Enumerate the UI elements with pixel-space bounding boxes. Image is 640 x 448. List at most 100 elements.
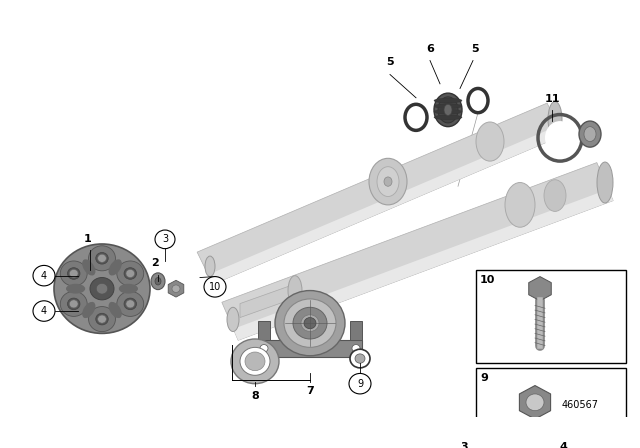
- Circle shape: [90, 277, 114, 300]
- Text: 4: 4: [41, 271, 47, 280]
- Circle shape: [96, 253, 108, 264]
- Circle shape: [304, 318, 316, 329]
- Circle shape: [33, 265, 55, 286]
- Circle shape: [155, 230, 175, 249]
- Text: 5: 5: [471, 44, 479, 54]
- Ellipse shape: [597, 162, 613, 203]
- Text: 460567: 460567: [561, 400, 598, 410]
- Ellipse shape: [579, 121, 601, 147]
- Ellipse shape: [151, 273, 165, 289]
- Text: 11: 11: [544, 94, 560, 104]
- Text: 4: 4: [41, 306, 47, 316]
- Circle shape: [67, 268, 80, 279]
- Ellipse shape: [384, 177, 392, 186]
- Ellipse shape: [119, 284, 138, 293]
- Circle shape: [172, 285, 180, 293]
- Circle shape: [88, 246, 115, 271]
- Ellipse shape: [377, 167, 399, 197]
- Ellipse shape: [82, 302, 95, 318]
- Ellipse shape: [438, 97, 458, 123]
- Text: 6: 6: [426, 44, 434, 54]
- Polygon shape: [240, 284, 295, 318]
- Ellipse shape: [472, 92, 484, 109]
- Circle shape: [349, 374, 371, 394]
- Text: 9: 9: [357, 379, 363, 389]
- Circle shape: [96, 283, 108, 294]
- Text: 2: 2: [151, 258, 159, 268]
- Polygon shape: [350, 321, 362, 340]
- Circle shape: [204, 276, 226, 297]
- Ellipse shape: [476, 122, 504, 161]
- Circle shape: [350, 349, 370, 368]
- Polygon shape: [476, 270, 626, 363]
- Ellipse shape: [275, 291, 345, 356]
- Ellipse shape: [284, 299, 336, 347]
- Ellipse shape: [434, 109, 462, 114]
- Circle shape: [98, 254, 106, 263]
- Ellipse shape: [293, 307, 327, 339]
- Text: 3: 3: [460, 442, 468, 448]
- Polygon shape: [197, 103, 563, 284]
- Circle shape: [117, 291, 144, 316]
- Circle shape: [60, 261, 87, 286]
- Ellipse shape: [231, 339, 279, 383]
- Polygon shape: [222, 163, 613, 340]
- Circle shape: [54, 244, 150, 333]
- Circle shape: [60, 291, 87, 316]
- Circle shape: [33, 301, 55, 321]
- Ellipse shape: [301, 315, 319, 332]
- Circle shape: [88, 306, 115, 332]
- Ellipse shape: [288, 276, 302, 306]
- Polygon shape: [233, 189, 613, 340]
- Polygon shape: [258, 321, 270, 340]
- Ellipse shape: [109, 259, 122, 276]
- Text: 8: 8: [251, 391, 259, 401]
- Text: 4: 4: [560, 442, 568, 448]
- Ellipse shape: [369, 158, 407, 205]
- Text: 9: 9: [480, 372, 488, 383]
- Ellipse shape: [155, 277, 161, 285]
- Ellipse shape: [584, 127, 596, 142]
- Ellipse shape: [66, 284, 85, 293]
- Polygon shape: [208, 125, 563, 284]
- Ellipse shape: [205, 256, 215, 276]
- Ellipse shape: [240, 347, 270, 375]
- Circle shape: [96, 313, 108, 325]
- Text: 7: 7: [306, 387, 314, 396]
- Ellipse shape: [227, 307, 239, 332]
- Ellipse shape: [245, 352, 265, 370]
- Ellipse shape: [434, 115, 462, 120]
- Ellipse shape: [548, 102, 562, 137]
- Ellipse shape: [82, 259, 95, 276]
- Circle shape: [117, 261, 144, 286]
- Ellipse shape: [434, 98, 462, 103]
- Circle shape: [69, 300, 78, 308]
- Ellipse shape: [434, 104, 462, 108]
- Text: 10: 10: [480, 275, 495, 285]
- Circle shape: [355, 354, 365, 363]
- Circle shape: [98, 315, 106, 323]
- Circle shape: [260, 345, 268, 352]
- Polygon shape: [455, 438, 625, 448]
- Ellipse shape: [434, 93, 462, 127]
- Ellipse shape: [444, 104, 452, 116]
- Polygon shape: [476, 368, 626, 438]
- Circle shape: [126, 300, 134, 308]
- Circle shape: [526, 394, 544, 411]
- Circle shape: [69, 270, 78, 277]
- Circle shape: [352, 345, 360, 352]
- Text: 3: 3: [162, 234, 168, 244]
- Circle shape: [124, 268, 136, 279]
- Text: 10: 10: [209, 282, 221, 292]
- Text: 1: 1: [84, 234, 92, 244]
- Ellipse shape: [545, 121, 575, 155]
- Polygon shape: [258, 340, 362, 357]
- Circle shape: [126, 270, 134, 277]
- Text: 5: 5: [386, 57, 394, 67]
- Ellipse shape: [505, 182, 535, 227]
- Circle shape: [67, 298, 80, 310]
- Circle shape: [124, 298, 136, 310]
- Ellipse shape: [109, 302, 122, 318]
- Ellipse shape: [409, 108, 423, 127]
- Ellipse shape: [544, 180, 566, 211]
